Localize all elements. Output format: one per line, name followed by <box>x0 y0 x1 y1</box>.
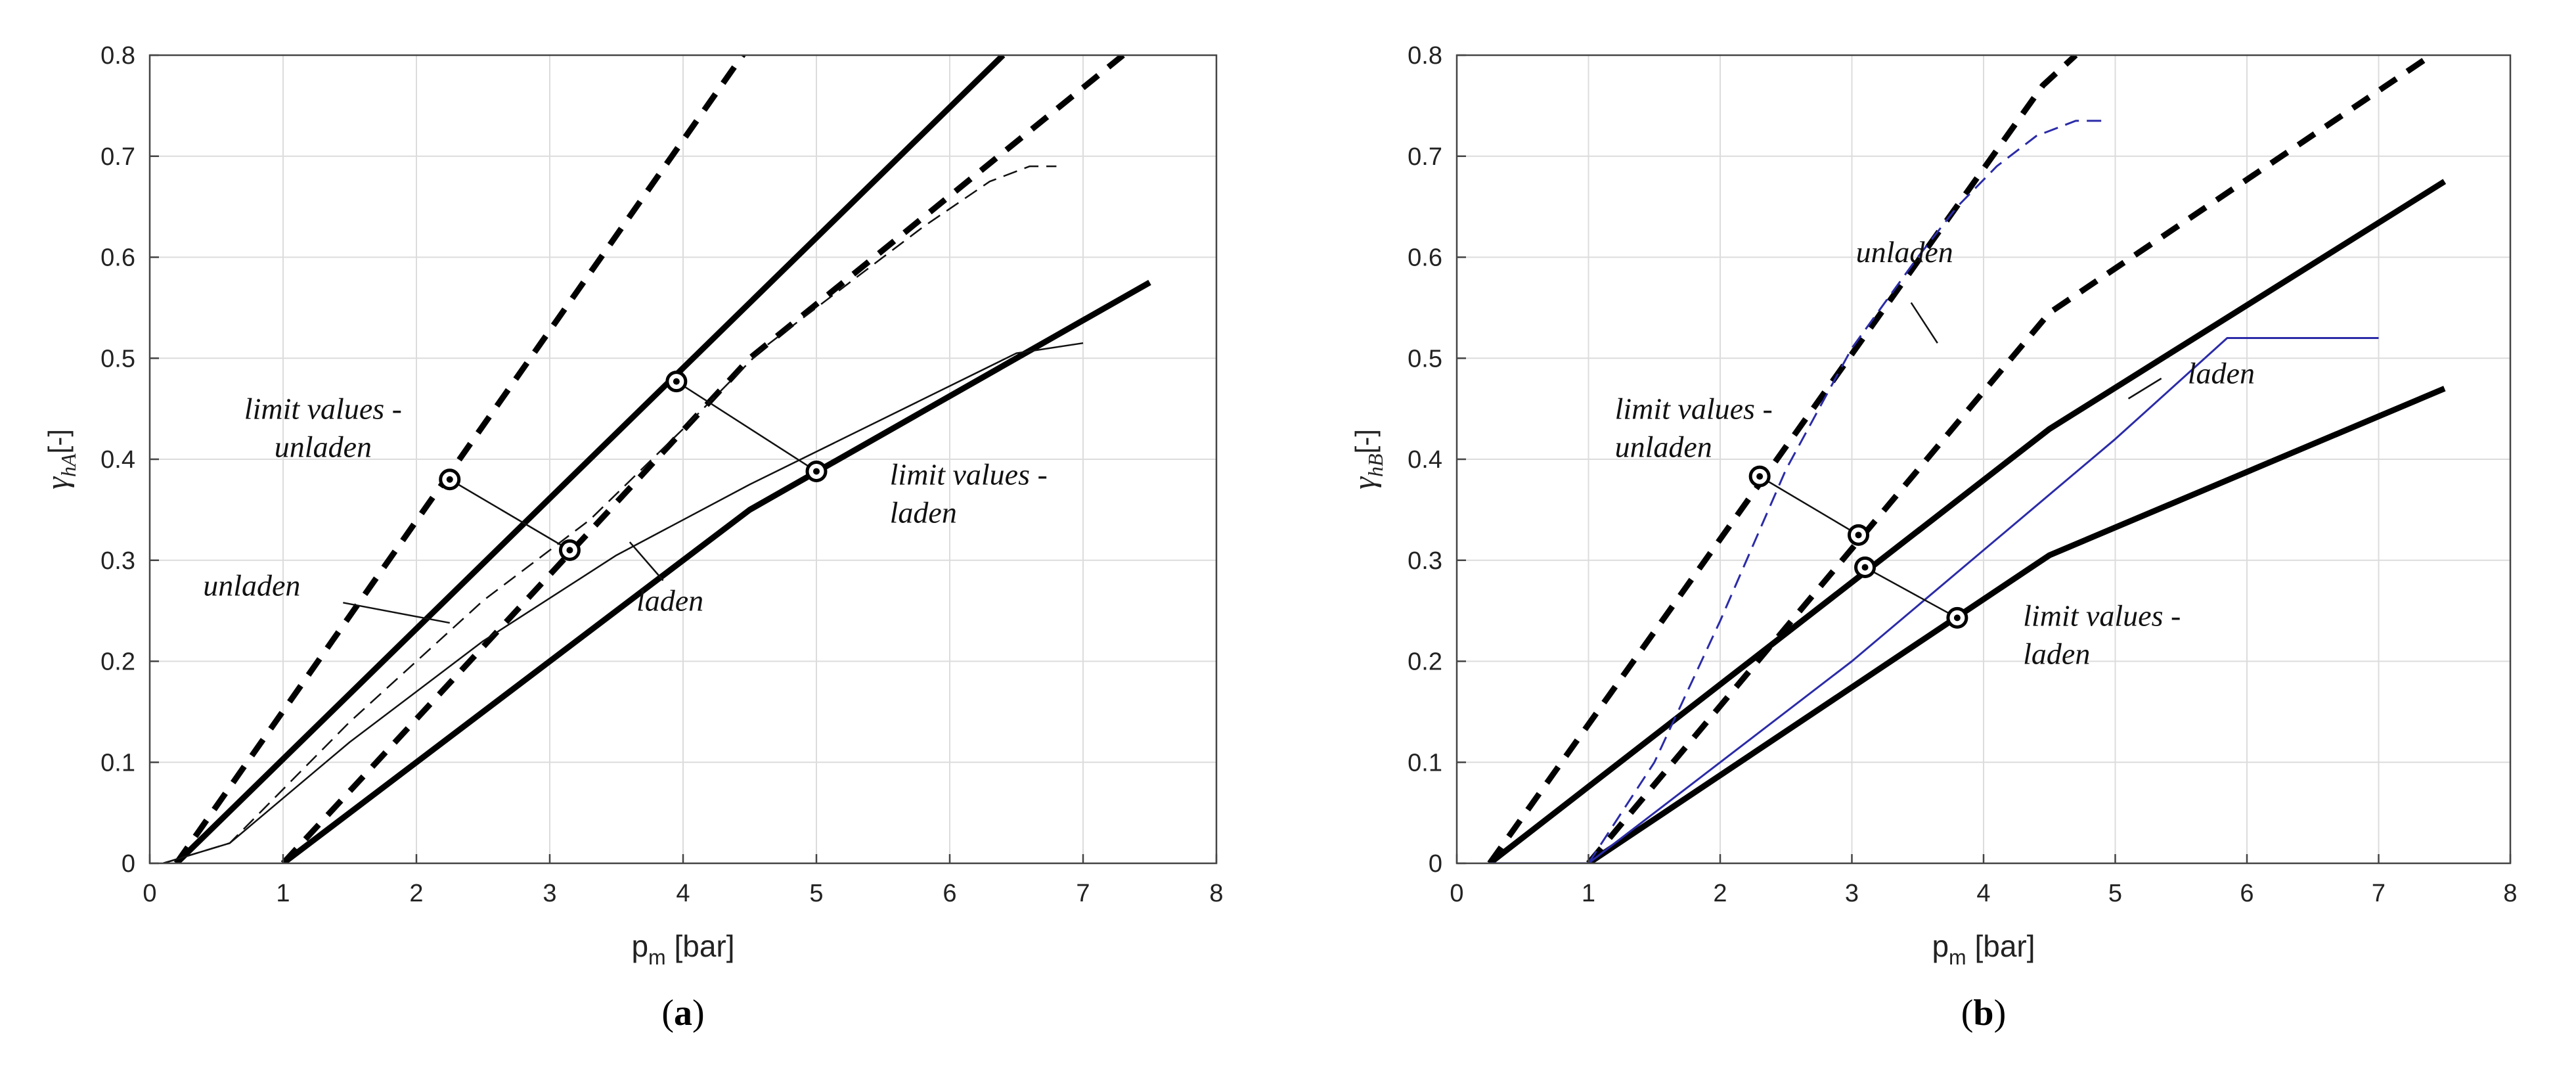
annotation-leader-1 <box>676 380 817 472</box>
x-tick-label: 5 <box>2108 880 2122 907</box>
x-tick-label: 0 <box>1450 880 1463 907</box>
y-tick-label: 0.1 <box>1408 749 1442 777</box>
annotation-leader-2 <box>1910 302 1938 344</box>
x-tick-label: 8 <box>1209 880 1223 907</box>
series-line-thin-dashed-4 <box>162 165 1057 863</box>
series-line-thick-solid-3 <box>281 279 1151 863</box>
y-tick-label: 0 <box>122 850 135 878</box>
x-tick-label: 4 <box>1976 880 1990 907</box>
series-line-thick-dashed-1 <box>1586 55 2433 863</box>
limit-marker-2 <box>1854 556 1876 579</box>
annotation-leader-1 <box>1864 566 1958 619</box>
x-tick-label: 1 <box>1582 880 1595 907</box>
x-tick-label: 1 <box>276 880 290 907</box>
annotation-leader-3 <box>629 541 664 581</box>
y-tick-label: 0.1 <box>100 749 135 777</box>
y-tick-label: 0 <box>1429 850 1442 878</box>
annotation-leader-0 <box>1759 476 1859 536</box>
y-tick-label: 0.4 <box>100 446 135 474</box>
x-tick-label: 4 <box>676 880 690 907</box>
y-tick-label: 0.2 <box>1408 648 1442 676</box>
y-tick-label: 0.7 <box>1408 143 1442 171</box>
panel-label: (b) <box>1961 993 2006 1033</box>
annotation-label-1: limit values -laden <box>2023 599 2181 671</box>
series-line-thick-dashed-0 <box>1487 55 2078 863</box>
annotation-label-2: unladen <box>203 569 300 602</box>
annotation-leader-2 <box>343 602 450 624</box>
y-tick-label: 0.5 <box>100 345 135 373</box>
y-tick-label: 0.3 <box>100 547 135 575</box>
x-tick-label: 8 <box>2503 880 2517 907</box>
x-axis-label: pm [bar] <box>1932 929 2035 969</box>
series-line-thin-solid-5 <box>162 342 1084 863</box>
limit-marker-0 <box>1748 465 1771 487</box>
x-tick-label: 0 <box>143 880 156 907</box>
series-line-thick-dashed-0 <box>173 55 747 863</box>
y-tick-label: 0.5 <box>1408 345 1442 373</box>
x-tick-label: 2 <box>409 880 423 907</box>
x-axis-label: pm [bar] <box>631 929 734 969</box>
limit-marker-3 <box>1946 606 1968 629</box>
limit-marker-2 <box>665 371 688 393</box>
annotation-label-3: laden <box>636 584 703 618</box>
limit-marker-1 <box>1848 524 1870 546</box>
annotation-label-1: limit values -laden <box>890 457 1048 529</box>
x-tick-label: 3 <box>1845 880 1859 907</box>
series-line-thick-solid-3 <box>1587 386 2446 863</box>
limit-marker-1 <box>558 539 581 561</box>
y-tick-label: 0.8 <box>1408 42 1442 70</box>
x-tick-label: 6 <box>943 880 956 907</box>
x-tick-label: 2 <box>1713 880 1727 907</box>
series-line-thin-solid-blue-5 <box>1490 337 2379 863</box>
x-tick-label: 3 <box>543 880 556 907</box>
panel-b: 0 1 2 3 4 5 6 7 8 0 0.1 0.2 0.3 0.4 0.5 0.6 0.7 0.8 pm [ba… <box>1347 42 2518 1033</box>
y-axis-label: γhA[-] <box>40 429 80 489</box>
panel-label: (a) <box>661 993 704 1033</box>
panel-a: 0 1 2 3 4 5 6 7 8 0 0.1 0.2 0.3 0.4 0.5 0.6 0.7 0.8 pm [ba… <box>40 42 1224 1033</box>
x-tick-label: 6 <box>2240 880 2254 907</box>
series-line-thin-dashed-blue-4 <box>1588 120 2102 863</box>
y-axis-label: γhB[-] <box>1347 429 1387 489</box>
x-tick-label: 7 <box>1076 880 1090 907</box>
annotation-label-3: laden <box>2188 357 2255 390</box>
x-tick-label: 5 <box>809 880 823 907</box>
y-tick-label: 0.7 <box>100 143 135 171</box>
y-tick-label: 0.6 <box>1408 244 1442 272</box>
series-line-thick-solid-2 <box>1488 179 2447 863</box>
y-tick-label: 0.6 <box>100 244 135 272</box>
annotation-leader-3 <box>2127 377 2162 399</box>
annotation-label-2: unladen <box>1856 235 1953 269</box>
annotation-leader-0 <box>449 478 571 551</box>
x-tick-label: 7 <box>2372 880 2386 907</box>
annotation-label-0: limit values -unladen <box>244 392 402 464</box>
series-group <box>1487 55 2447 863</box>
limit-marker-3 <box>805 460 828 482</box>
y-tick-label: 0.4 <box>1408 446 1442 474</box>
series-group <box>162 55 1151 863</box>
y-tick-label: 0.8 <box>100 42 135 70</box>
y-tick-label: 0.2 <box>100 648 135 676</box>
series-line-thick-solid-1 <box>174 55 1006 863</box>
y-tick-label: 0.3 <box>1408 547 1442 575</box>
limit-marker-0 <box>439 468 461 491</box>
annotation-label-0: limit values -unladen <box>1615 392 1773 464</box>
